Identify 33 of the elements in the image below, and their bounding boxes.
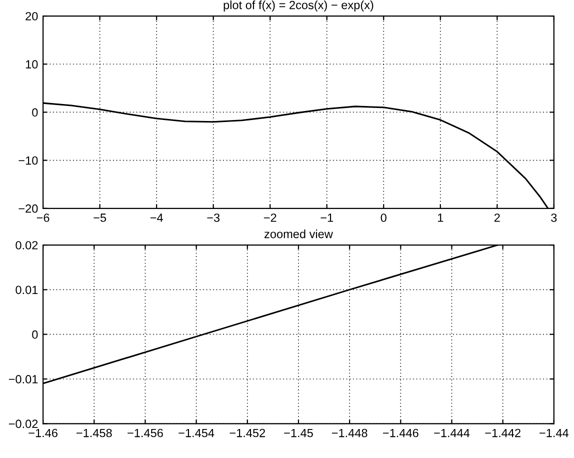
y-tick-label: 0 <box>32 108 38 117</box>
x-tick-label: −1.446 <box>383 428 418 438</box>
x-tick-label: −1 <box>320 214 334 222</box>
x-tick-label: −1.46 <box>28 428 58 438</box>
x-tick-label: 1 <box>438 214 444 222</box>
x-tick-label: −1.45 <box>284 428 313 438</box>
x-tick-label: −1.456 <box>128 428 163 438</box>
chart-title: zoomed view <box>264 230 333 238</box>
y-tick-label: −10 <box>18 156 38 165</box>
x-tick-label: −1.458 <box>76 428 112 438</box>
x-tick-label: −4 <box>150 214 163 222</box>
x-tick-label: −3 <box>207 214 220 222</box>
x-tick-label: −5 <box>94 214 106 222</box>
y-tick-label: 0.02 <box>16 241 38 250</box>
y-tick-label: 0.01 <box>16 286 38 294</box>
y-tick-label: 0 <box>32 330 38 339</box>
y-tick-label: −0.01 <box>8 375 38 384</box>
x-tick-label: −2 <box>264 214 276 222</box>
x-tick-label: −1.44 <box>540 428 568 438</box>
x-tick-label: 0 <box>380 214 386 222</box>
y-tick-label: −0.02 <box>8 420 38 428</box>
y-tick-label: −20 <box>18 204 38 213</box>
y-tick-label: 20 <box>26 12 38 20</box>
y-tick-label: 10 <box>26 60 38 69</box>
x-tick-label: 2 <box>494 214 500 222</box>
x-tick-label: −1.454 <box>178 428 214 438</box>
chart-title: plot of f(x) = 2cos(x) − exp(x) <box>224 0 374 12</box>
x-tick-label: −1.452 <box>230 428 266 438</box>
x-tick-label: −1.444 <box>434 428 470 438</box>
x-tick-label: −1.448 <box>332 428 368 438</box>
x-tick-label: 3 <box>551 214 557 222</box>
x-tick-label: −6 <box>36 214 50 222</box>
x-tick-label: −1.442 <box>485 428 520 438</box>
